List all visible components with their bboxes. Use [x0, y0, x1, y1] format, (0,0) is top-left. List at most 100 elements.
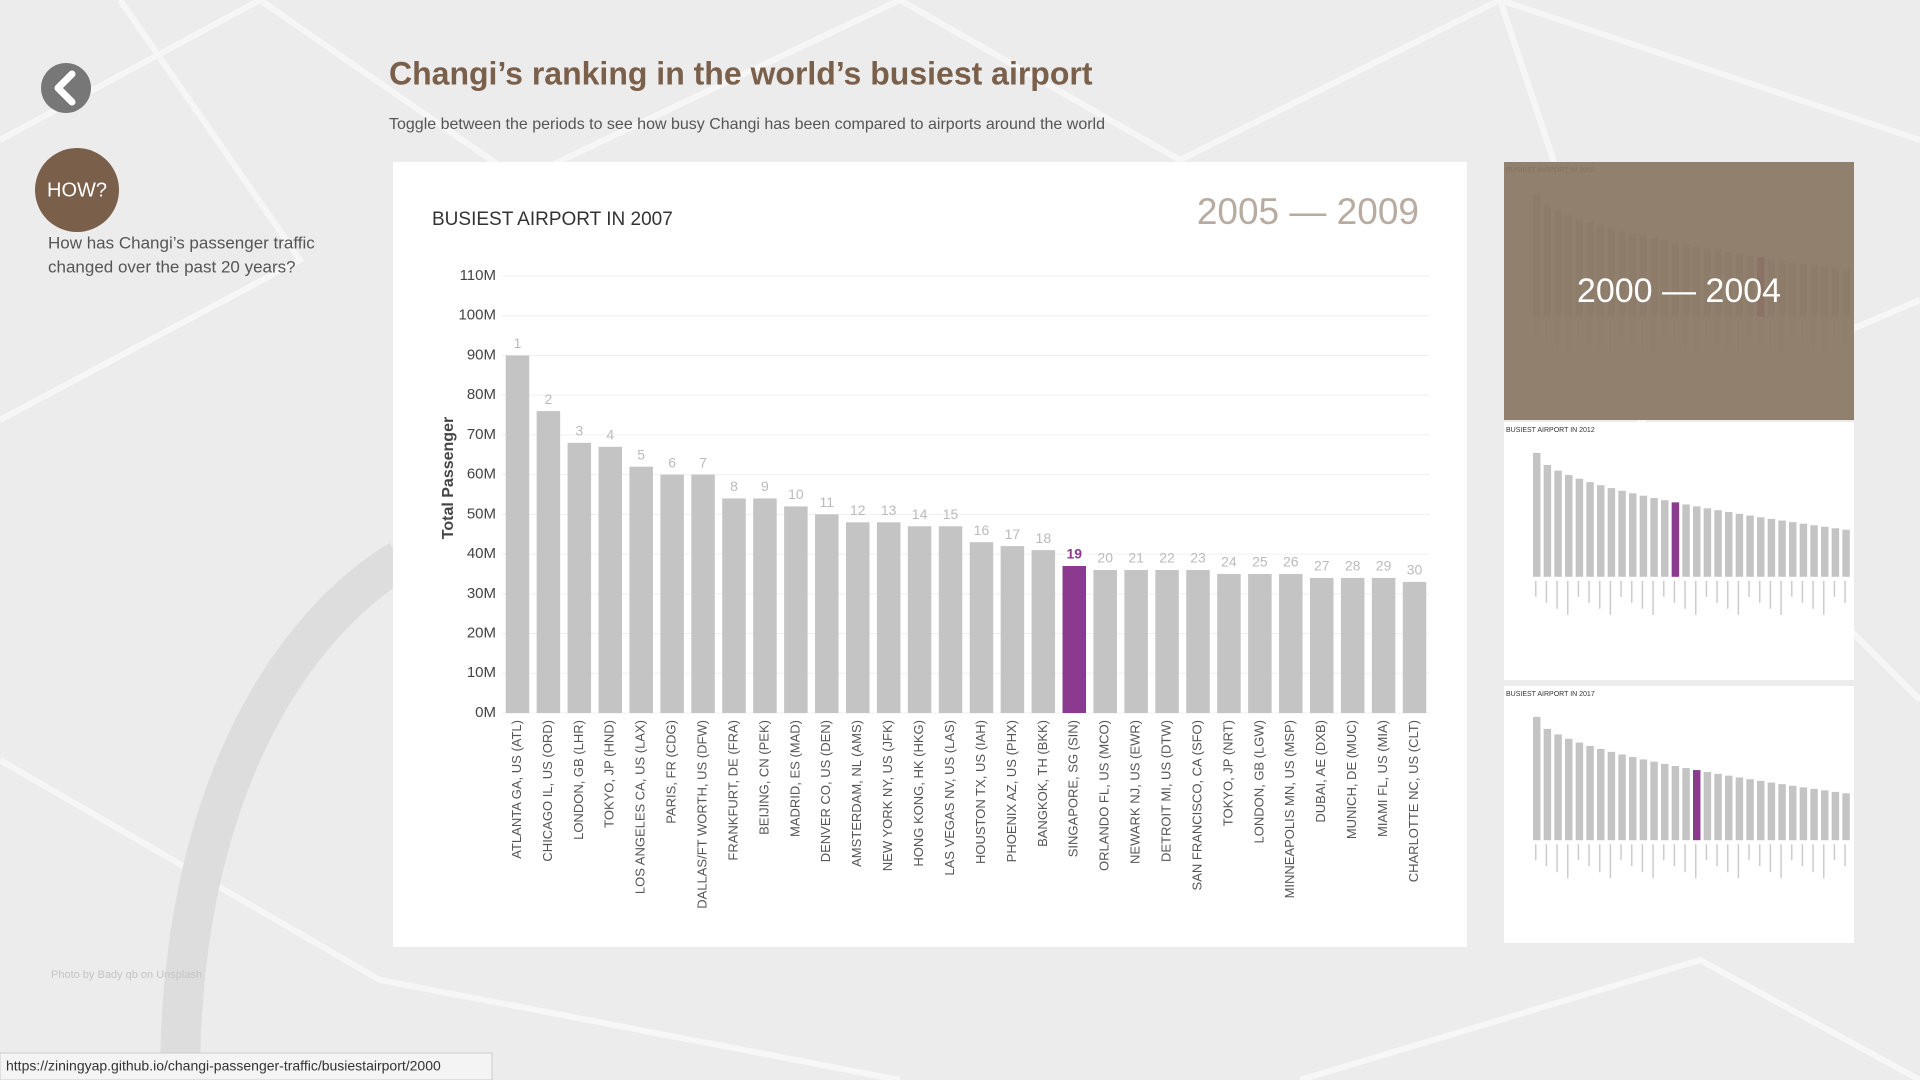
y-tick-label: 80M [467, 386, 496, 403]
back-button[interactable] [41, 63, 91, 113]
thumbnail-bar-decoration [1554, 470, 1562, 577]
thumbnail-bar-decoration [1789, 785, 1797, 841]
x-tick-label: NEWARK NJ, US (EWR) [1128, 720, 1143, 864]
thumbnail-bar-decoration [1842, 529, 1850, 577]
rank-label: 2 [545, 391, 553, 407]
y-tick-label: 60M [467, 466, 496, 483]
y-tick-label: 10M [467, 664, 496, 681]
thumbnail-bar-decoration [1810, 525, 1818, 577]
rank-label: 22 [1159, 550, 1175, 566]
thumbnail-bar-decoration [1586, 745, 1594, 841]
thumbnail-bar-decoration [1671, 502, 1680, 577]
thumbnail-bar-decoration [1682, 504, 1690, 577]
bar [876, 522, 901, 713]
how-question: changed over the past 20 years? [48, 257, 296, 276]
x-tick-label: SINGAPORE, SG (SIN) [1066, 720, 1081, 857]
rank-label: 26 [1283, 554, 1299, 570]
thumbnail-bar-decoration [1618, 490, 1626, 577]
plot: 0M 10M 20M 30M 40M 50M 60M 70M 80M 90M 100M 110M 1 AT… [458, 267, 1430, 909]
bg-line [0, 757, 1920, 1080]
how-question: How has Changi’s passenger traffic [48, 233, 315, 252]
thumbnail-overlay[interactable] [1504, 162, 1854, 420]
thumbnail[interactable]: BUSIEST AIRPORT IN 2017 [1504, 686, 1854, 943]
rank-label: 27 [1314, 558, 1330, 574]
how-circle[interactable] [35, 148, 119, 232]
thumbnail-bar-decoration [1831, 528, 1840, 577]
thumbnail-bar-decoration [1607, 751, 1616, 841]
thumbnail-bar-decoration [1693, 506, 1701, 577]
thumbnail-bar-decoration [1597, 485, 1605, 577]
thumbnail-bar-decoration [1618, 754, 1626, 841]
thumbnail-bar-decoration [1661, 500, 1669, 577]
bar [629, 466, 653, 713]
y-tick-label: 40M [467, 545, 496, 562]
bar [1340, 577, 1365, 713]
status-bar [0, 1052, 493, 1080]
x-tick-label: DALLAS/FT WORTH, US (DFW) [695, 720, 710, 909]
thumbnail-bar-decoration [1554, 734, 1562, 841]
chart-title: BUSIEST AIRPORT IN 2007 [432, 209, 673, 230]
bar [784, 506, 808, 713]
back-button-circle[interactable] [41, 63, 91, 113]
rank-label: 20 [1097, 550, 1113, 566]
x-tick-label: MADRID, ES (MAD) [787, 720, 802, 837]
how-button[interactable]: HOW? [35, 148, 119, 232]
rank-label: 11 [820, 494, 835, 510]
rank-label: 6 [668, 454, 676, 470]
rank-label: 15 [943, 506, 959, 522]
x-tick-label: LOS ANGELES CA, US (LAX) [633, 720, 648, 894]
thumbnail-bar-decoration [1746, 779, 1754, 841]
y-tick-label: 90M [467, 346, 496, 363]
thumbnail-bar-decoration [1778, 520, 1786, 577]
thumbnail-bar-decoration [1821, 790, 1829, 841]
bar [1031, 550, 1056, 713]
thumbnail-bar-decoration [1714, 773, 1722, 841]
rank-label: 13 [881, 502, 897, 518]
thumbnail-bar-decoration [1543, 728, 1552, 841]
bar [1371, 577, 1396, 713]
bg-curve [160, 542, 411, 1080]
bar [660, 474, 684, 713]
x-tick-label: CHARLOTTE NC, US (CLT) [1406, 720, 1421, 882]
thumbnail[interactable]: BUSIEST AIRPORT IN 2012 [1504, 422, 1854, 680]
thumbnail-bar-decoration [1607, 488, 1616, 577]
bar [1093, 569, 1117, 713]
page-title: Changi’s ranking in the world’s busiest … [389, 55, 1093, 91]
bar [845, 522, 870, 713]
x-tick-label: PARIS, FR (CDG) [664, 720, 679, 824]
thumbnail-period[interactable]: 2000 — 2004 [1577, 272, 1781, 310]
thumbnail-bar-decoration [1543, 465, 1552, 577]
thumbnail-bar-decoration [1671, 766, 1680, 841]
thumbnail-bar-decoration [1831, 791, 1840, 841]
thumbnail-bar-decoration [1682, 768, 1690, 841]
photo-credit: Photo by Bady qb on Unsplash [51, 969, 202, 981]
thumbnail-bar-decoration [1586, 482, 1594, 577]
x-tick-label: MUNICH, DE (MUC) [1344, 720, 1359, 839]
bar [1217, 573, 1241, 713]
y-tick-label: 70M [467, 426, 496, 443]
rank-label: 21 [1128, 550, 1144, 566]
bar [1309, 577, 1334, 713]
bar [1000, 546, 1025, 713]
thumbnail[interactable]: BUSIEST AIRPORT IN 20022000 — 2004 [1504, 162, 1854, 420]
bar [691, 474, 715, 713]
rank-label: 12 [850, 502, 866, 518]
bar [1186, 569, 1210, 713]
x-tick-label: LONDON, GB (LHR) [571, 720, 586, 840]
thumbnail-bar-decoration [1757, 517, 1765, 577]
bar [598, 446, 623, 713]
bar [1062, 566, 1087, 713]
thumbnail-bar-decoration [1533, 716, 1541, 841]
y-tick-label: 50M [467, 505, 496, 522]
thumbnail-bar-decoration [1735, 777, 1744, 841]
period-thumbnails: BUSIEST AIRPORT IN 20022000 — 2004 BUSIES… [1504, 162, 1854, 943]
rank-label: 3 [575, 423, 583, 439]
x-tick-label: LAS VEGAS NV, US (LAS) [942, 720, 957, 876]
x-tick-label: TOKYO, JP (NRT) [1220, 720, 1235, 826]
rank-label: 29 [1376, 558, 1392, 574]
rank-label: 17 [1005, 526, 1021, 542]
rank-label: 7 [699, 454, 707, 470]
bar [1279, 573, 1303, 713]
